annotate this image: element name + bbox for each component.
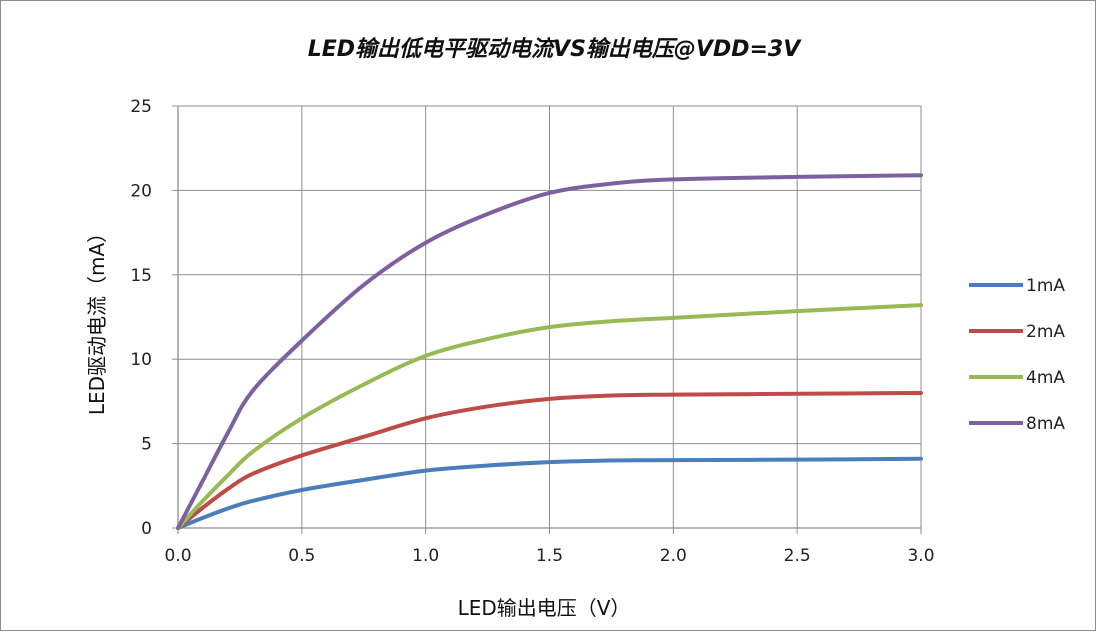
y-tick-label: 20: [130, 181, 152, 201]
series-line-4mA: [176, 303, 923, 530]
x-tick-label: 2.5: [784, 546, 811, 566]
chart-title: LED输出低电平驱动电流VS输出电压@VDD=3V: [308, 36, 802, 62]
x-tick-label: 3.0: [907, 546, 934, 566]
x-axis-title: LED输出电压（V）: [458, 596, 631, 620]
x-tick-label: 1.5: [536, 546, 563, 566]
y-tick-label: 0: [141, 519, 152, 539]
y-tick-label: 5: [141, 435, 152, 455]
y-axis-title: LED驱动电流（mA）: [85, 223, 109, 415]
legend-label-2mA: 2mA: [1026, 322, 1065, 342]
x-tick-label: 1.0: [412, 546, 439, 566]
x-tick-label: 0.5: [288, 546, 315, 566]
series-layer: [176, 173, 923, 530]
series-line-8mA: [176, 173, 923, 530]
x-tick-label: 2.0: [660, 546, 687, 566]
x-tick-label: 0.0: [164, 546, 191, 566]
legend-label-1mA: 1mA: [1026, 276, 1065, 296]
axis-layer: 0 5 10 15 20 25 0.0 0.5 1.0 1.5 2.0 2.5 3.0: [130, 97, 934, 566]
legend-label-4mA: 4mA: [1026, 368, 1065, 388]
y-tick-label: 15: [130, 266, 152, 286]
grid-layer: [177, 105, 922, 529]
series-line-1mA: [176, 456, 923, 530]
legend-label-8mA: 8mA: [1026, 414, 1065, 434]
legend: 1mA 2mA 4mA 8mA: [969, 276, 1065, 434]
y-tick-label: 25: [130, 97, 152, 117]
series-line-2mA: [176, 390, 923, 530]
y-tick-label: 10: [130, 350, 152, 370]
